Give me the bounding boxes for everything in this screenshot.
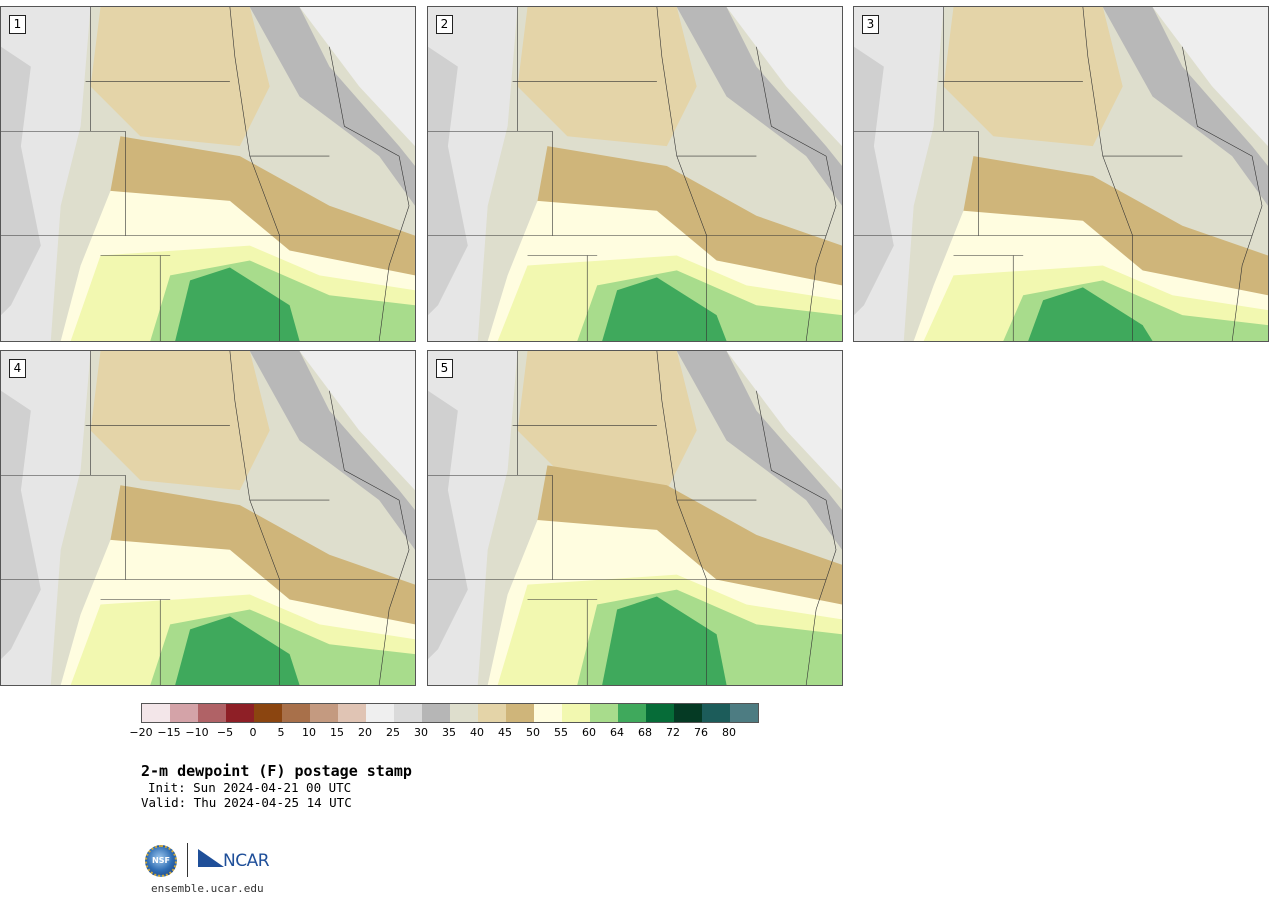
colorbar-swatch bbox=[142, 704, 170, 722]
logo-group: NSF NCAR bbox=[145, 843, 275, 879]
colorbar-tick-label: 76 bbox=[694, 726, 708, 739]
colorbar-tick-label: 64 bbox=[610, 726, 624, 739]
colorbar-swatch bbox=[422, 704, 450, 722]
colorbar-tick-label: 10 bbox=[302, 726, 316, 739]
colorbar-swatch bbox=[590, 704, 618, 722]
colorbar-tick-label: 0 bbox=[249, 726, 257, 739]
ncar-logo-text: NCAR bbox=[223, 851, 270, 871]
colorbar-ticks: −20 −15 −10 −5 0 5 10 15 20 25 30 35 40 45 50 55 60 64 68 7… bbox=[129, 726, 761, 742]
colorbar-swatch bbox=[338, 704, 366, 722]
plot-title: 2-m dewpoint (F) postage stamp bbox=[141, 762, 412, 780]
logo-divider bbox=[187, 843, 188, 877]
colorbar-tick-label: 20 bbox=[358, 726, 372, 739]
colorbar-tick-label: 30 bbox=[414, 726, 428, 739]
colorbar-tick-label: −15 bbox=[157, 726, 181, 739]
init-time: Init: Sun 2024-04-21 00 UTC bbox=[148, 780, 352, 795]
colorbar-tick-label: 50 bbox=[526, 726, 540, 739]
colorbar-tick-label: 55 bbox=[554, 726, 568, 739]
postage-stamp-panel: 4 bbox=[0, 350, 416, 686]
colorbar bbox=[141, 703, 759, 723]
colorbar-tick-label: 45 bbox=[498, 726, 512, 739]
colorbar-tick-label: −5 bbox=[216, 726, 234, 739]
colorbar-swatch bbox=[730, 704, 758, 722]
colorbar-swatch bbox=[254, 704, 282, 722]
stamp-number: 1 bbox=[9, 15, 26, 34]
postage-stamp-panel: 5 bbox=[427, 350, 843, 686]
colorbar-swatch bbox=[562, 704, 590, 722]
colorbar-swatch bbox=[702, 704, 730, 722]
colorbar-swatch bbox=[646, 704, 674, 722]
stamp-number: 2 bbox=[436, 15, 453, 34]
stamp-number: 3 bbox=[862, 15, 879, 34]
colorbar-swatch bbox=[226, 704, 254, 722]
colorbar-swatch bbox=[534, 704, 562, 722]
colorbar-swatch bbox=[618, 704, 646, 722]
colorbar-tick-label: 60 bbox=[582, 726, 596, 739]
colorbar-swatch bbox=[282, 704, 310, 722]
colorbar-swatch bbox=[198, 704, 226, 722]
colorbar-tick-label: 25 bbox=[386, 726, 400, 739]
postage-stamp-panel: 2 bbox=[427, 6, 843, 342]
postage-stamp-panel: 1 bbox=[0, 6, 416, 342]
valid-time: Valid: Thu 2024-04-25 14 UTC bbox=[141, 795, 352, 810]
colorbar-swatch bbox=[450, 704, 478, 722]
colorbar-tick-label: 80 bbox=[722, 726, 736, 739]
ncar-logo-icon bbox=[198, 849, 224, 867]
colorbar-tick-label: 68 bbox=[638, 726, 652, 739]
colorbar-swatch bbox=[478, 704, 506, 722]
postage-stamp-panel: 3 bbox=[853, 6, 1269, 342]
colorbar-swatch bbox=[170, 704, 198, 722]
colorbar-tick-label: −10 bbox=[185, 726, 209, 739]
colorbar-swatch bbox=[310, 704, 338, 722]
colorbar-tick-label: 40 bbox=[470, 726, 484, 739]
colorbar-swatch bbox=[394, 704, 422, 722]
colorbar-tick-label: 15 bbox=[330, 726, 344, 739]
stamp-number: 5 bbox=[436, 359, 453, 378]
colorbar-tick-label: 5 bbox=[277, 726, 285, 739]
colorbar-swatch bbox=[366, 704, 394, 722]
colorbar-swatch bbox=[506, 704, 534, 722]
colorbar-swatch bbox=[674, 704, 702, 722]
colorbar-tick-label: 72 bbox=[666, 726, 680, 739]
colorbar-tick-label: 35 bbox=[442, 726, 456, 739]
stamp-number: 4 bbox=[9, 359, 26, 378]
nsf-logo-icon: NSF bbox=[145, 845, 177, 877]
site-url: ensemble.ucar.edu bbox=[151, 882, 264, 895]
colorbar-tick-label: −20 bbox=[129, 726, 153, 739]
